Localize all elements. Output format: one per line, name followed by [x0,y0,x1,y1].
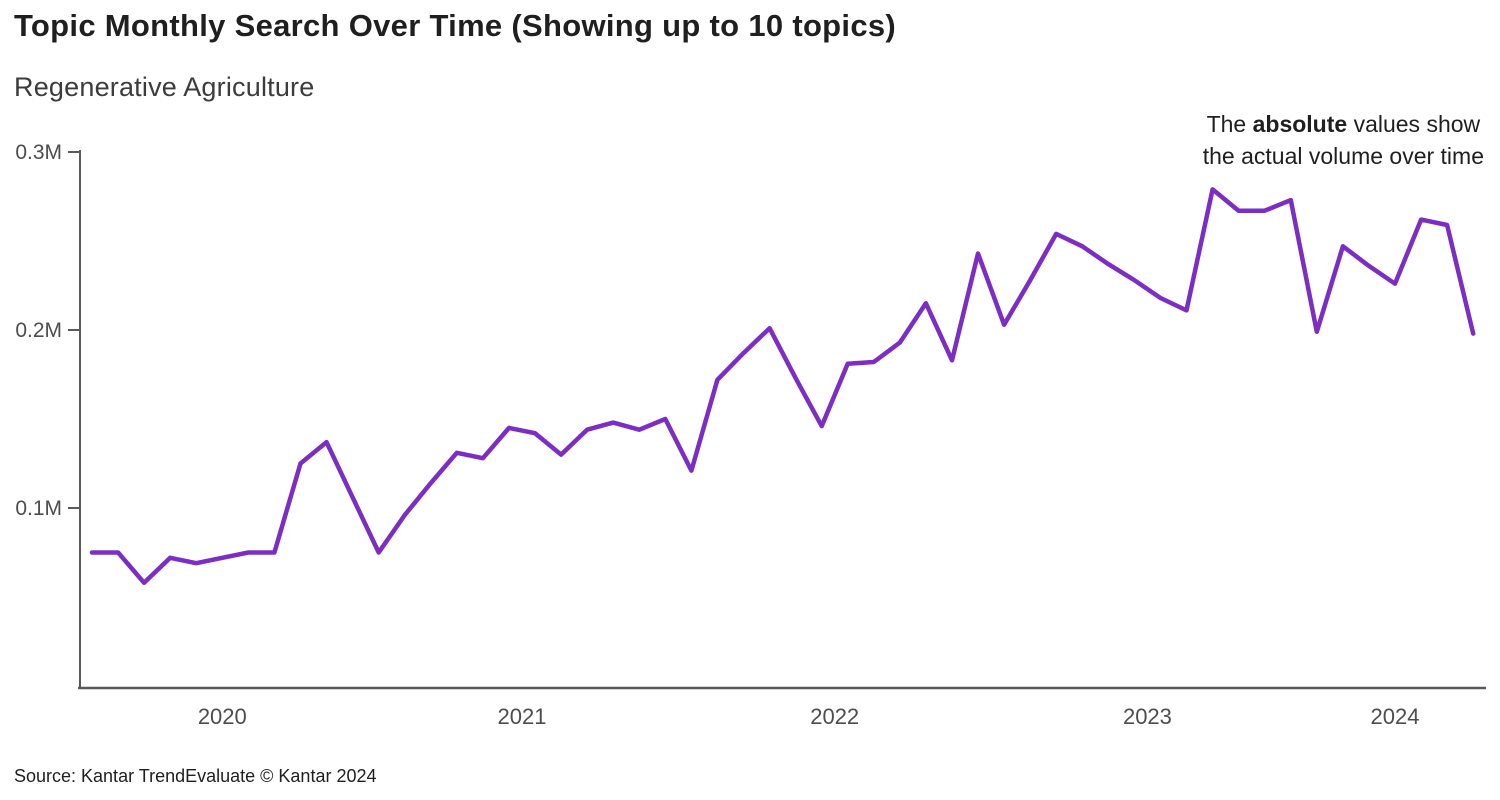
annotation-line1: The absolute values show [1206,111,1481,137]
y-tick-label: 0.2M [15,319,62,342]
chart-svg: 0.1M 0.2M 0.3M 2020 2021 2022 2023 2024 [15,141,1486,729]
x-tick-label: 2022 [810,704,859,729]
y-axis: 0.1M 0.2M 0.3M [15,141,81,689]
x-tick-label: 2024 [1371,704,1420,729]
chart-subtitle-topic: Regenerative Agriculture [14,72,315,102]
page-title: Topic Monthly Search Over Time (Showing … [14,8,897,43]
source-attribution: Source: Kantar TrendEvaluate © Kantar 20… [14,766,377,786]
trend-line [89,187,1476,586]
x-tick-label: 2023 [1123,704,1172,729]
line-chart: 0.1M 0.2M 0.3M 2020 2021 2022 2023 2024 [15,141,1486,729]
annotation-bold-word: absolute [1252,111,1348,137]
x-tick-label: 2021 [498,704,547,729]
y-tick-label: 0.3M [15,141,62,164]
x-tick-label: 2020 [198,704,247,729]
annotation-line2: the actual volume over time [1202,143,1484,169]
y-tick-label: 0.1M [15,497,62,520]
x-tick-group: 2020 2021 2022 2023 2024 [198,704,1420,729]
y-tick-group: 0.1M 0.2M 0.3M [15,141,80,520]
chart-annotation: The absolute values show the actual volu… [1203,108,1484,172]
x-axis: 2020 2021 2022 2023 2024 [78,686,1486,729]
